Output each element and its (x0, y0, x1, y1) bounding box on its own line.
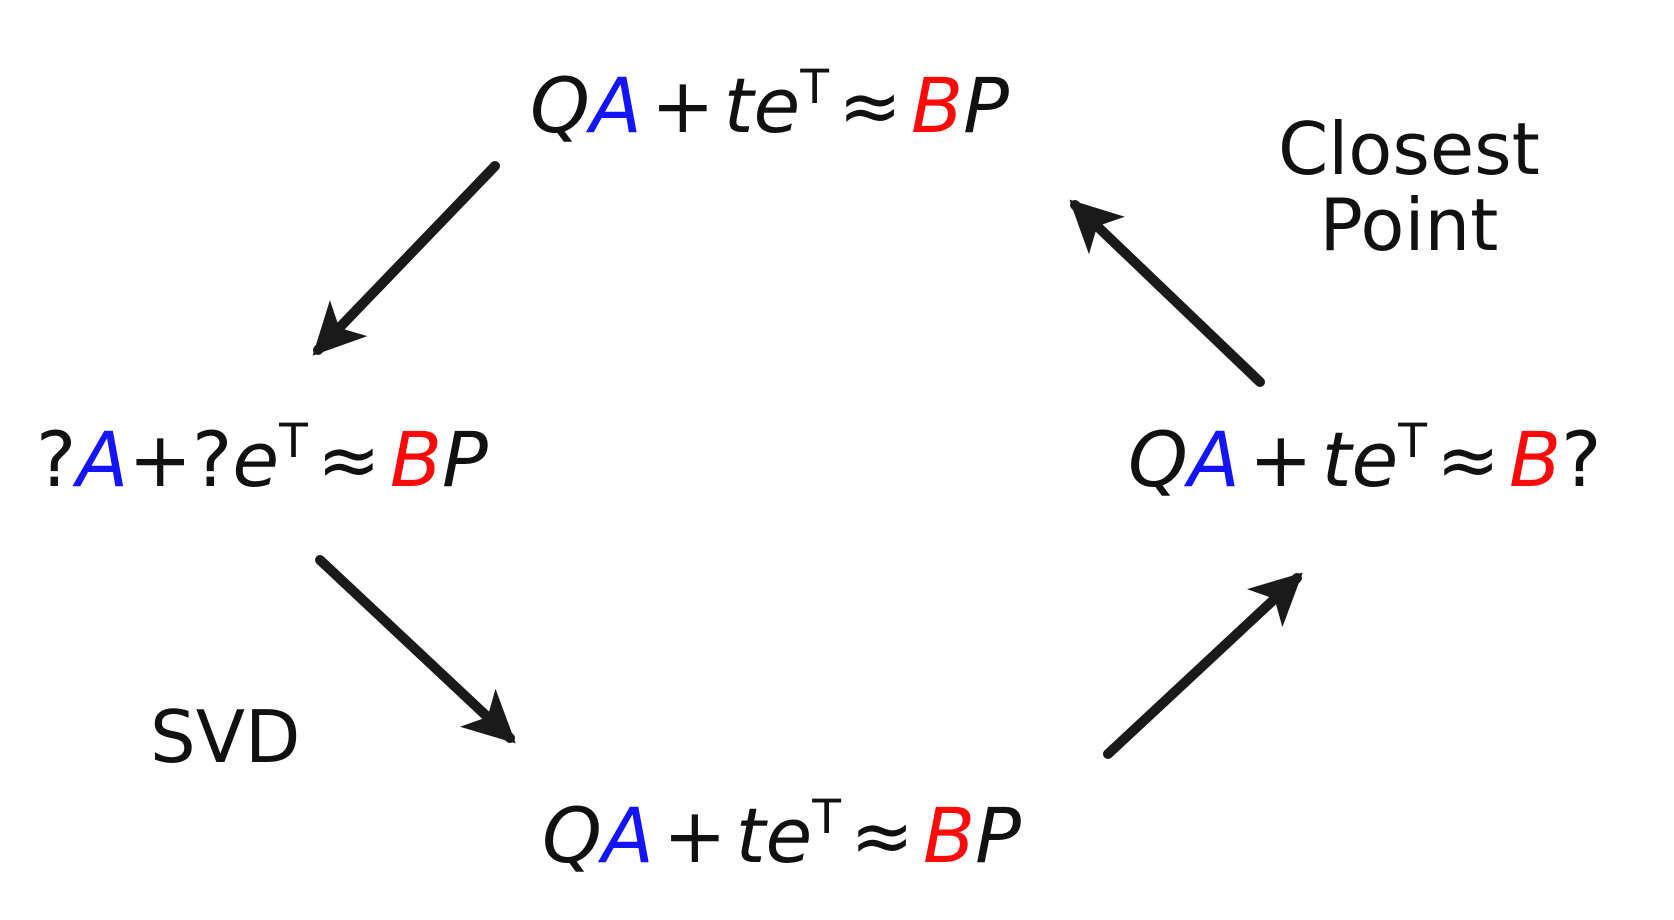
arrow-top-to-left (312, 161, 500, 356)
closest-point-line1: Closest (1278, 107, 1540, 191)
right-symbol-0: Q (1128, 415, 1188, 504)
equation-top: QA + teT ≈ BP (530, 64, 1009, 144)
left-symbol-8: P (441, 415, 488, 504)
right-symbol-7: ? (1561, 415, 1602, 504)
bottom-symbol-0: Q (542, 791, 602, 880)
top-operator-2: + (650, 61, 715, 150)
arrow-left-to-bottom (315, 555, 516, 744)
bottom-symbol-7: P (975, 791, 1021, 880)
equation-bottom: QA + teT ≈ BP (542, 794, 1021, 874)
arrow-bottom-to-right (1103, 572, 1303, 759)
top-operator-5: ≈ (838, 61, 902, 150)
left-symbol-4: e (232, 415, 280, 504)
right-operator-2: + (1248, 415, 1313, 504)
top-symbol-3: te (723, 61, 801, 150)
right-symbol-3: te (1321, 415, 1399, 504)
equation-left: ?A+?eT ≈ BP (36, 418, 488, 498)
svd-label: SVD (150, 695, 301, 779)
top-symbol-7: P (963, 61, 1009, 150)
left-symbol-0: ? (36, 415, 77, 504)
top-symbol-b-6: B (910, 61, 964, 150)
right-operator-5: ≈ (1436, 415, 1500, 504)
equation-right: QA + teT ≈ B? (1128, 418, 1601, 498)
right-symbol-b-6: B (1508, 415, 1562, 504)
closest-point-label: Closest Point (1278, 107, 1540, 267)
top-symbol-0: Q (530, 61, 590, 150)
bottom-symbol-b-6: B (922, 791, 976, 880)
bottom-transpose-superscript-4: T (812, 789, 842, 845)
closest-point-line2: Point (1319, 182, 1499, 267)
left-operator-6: ≈ (317, 415, 381, 504)
left-transpose-superscript-5: T (279, 413, 308, 469)
bottom-operator-2: + (662, 791, 727, 880)
left-symbol-a-1: A (76, 415, 129, 504)
top-symbol-a-1: A (589, 61, 642, 150)
right-symbol-a-1: A (1187, 415, 1240, 504)
arrow-right-to-top (1069, 199, 1265, 387)
bottom-symbol-3: te (735, 791, 813, 880)
left-symbol-b-7: B (389, 415, 442, 504)
bottom-symbol-a-1: A (601, 791, 654, 880)
bottom-operator-5: ≈ (850, 791, 914, 880)
left-symbol-2: + (128, 415, 193, 504)
left-symbol-3: ? (192, 415, 233, 504)
right-transpose-superscript-4: T (1398, 413, 1428, 469)
top-transpose-superscript-4: T (800, 59, 830, 115)
